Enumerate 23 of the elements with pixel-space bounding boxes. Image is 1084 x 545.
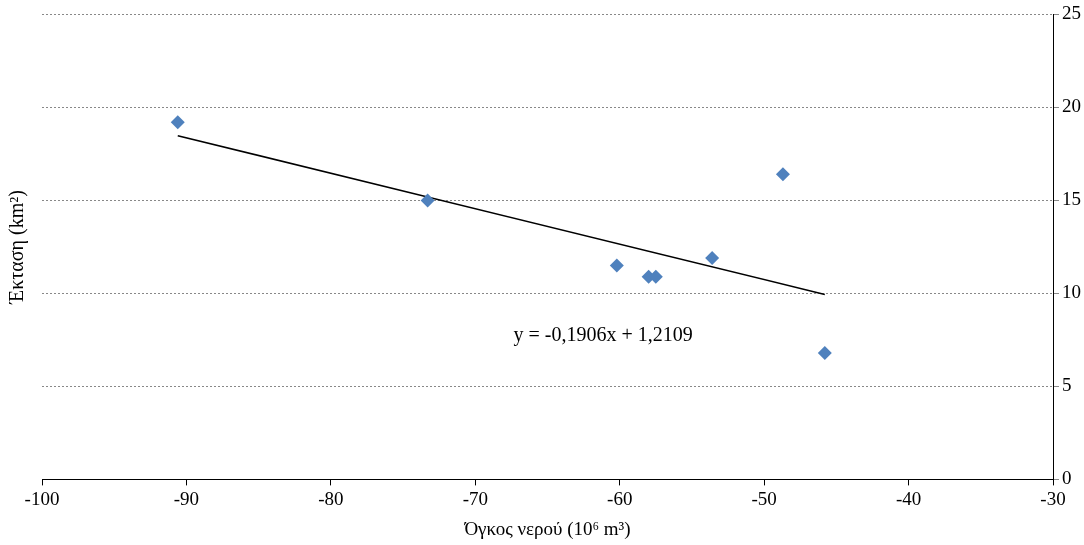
point: [705, 251, 720, 266]
x-tick-label: -100: [24, 487, 60, 509]
y-tick-label: 5: [1062, 374, 1072, 396]
y-tick-label: 0: [1062, 467, 1072, 489]
x-tick-label: -60: [607, 487, 633, 509]
y-axis-title: Έκταση (km²): [5, 190, 29, 305]
x-tick-label: -30: [1040, 487, 1066, 509]
point: [609, 258, 624, 273]
point: [170, 115, 185, 130]
x-tick-label: -40: [895, 487, 922, 509]
y-tick-label: 20: [1062, 95, 1081, 117]
annotation: y = -0,1906x + 1,2109: [513, 322, 693, 346]
x-tick-label: -50: [751, 487, 777, 509]
point: [775, 167, 790, 182]
y-tick-label: 25: [1062, 2, 1081, 24]
x-tick-label: -80: [318, 487, 344, 509]
y-tick-label: 15: [1062, 188, 1081, 210]
point: [420, 193, 435, 208]
x-tick-label: -90: [173, 487, 200, 509]
x-tick-label: -70: [462, 487, 488, 509]
y-tick-label: 10: [1062, 281, 1081, 303]
point: [817, 345, 832, 360]
x-axis-title: Όγκος νερού (10⁶ m³): [463, 517, 631, 540]
